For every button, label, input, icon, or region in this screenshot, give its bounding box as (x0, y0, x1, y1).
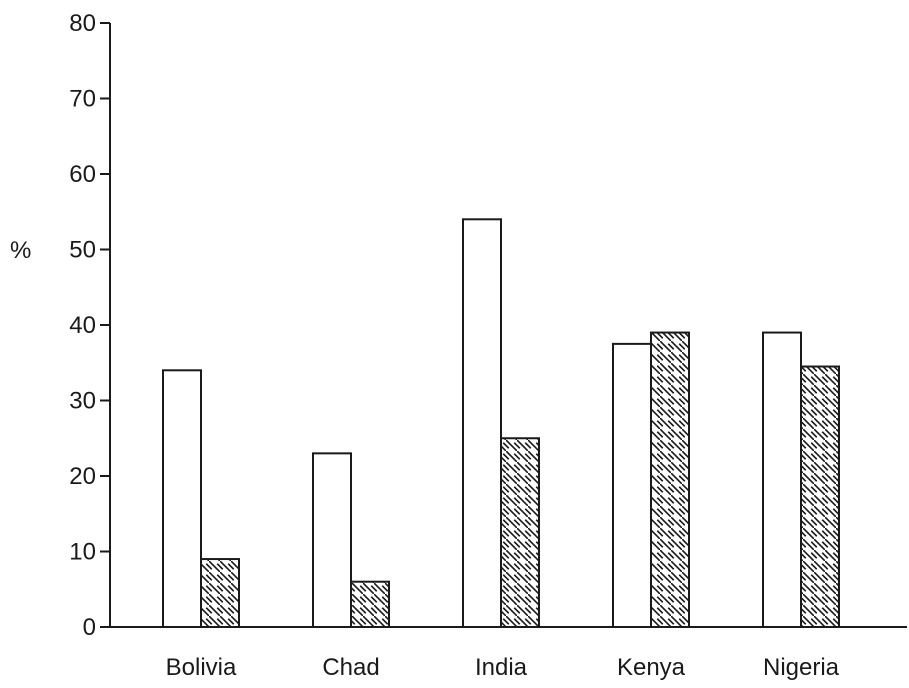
y-tick-label: 70 (69, 86, 96, 113)
bar-hatched (200, 558, 240, 628)
y-tick-label: 40 (69, 312, 96, 339)
bar-hatched (500, 437, 540, 628)
y-tick-label: 10 (69, 539, 96, 566)
y-axis-label: % (10, 237, 31, 264)
x-tick-label: Chad (322, 654, 379, 681)
bar-hatched (650, 331, 690, 628)
x-tick-label: Nigeria (763, 654, 840, 681)
x-tick-label: Kenya (617, 654, 686, 681)
bar-hatched (800, 365, 840, 628)
bars (162, 218, 840, 629)
bar-plain (312, 452, 352, 628)
bar-plain (462, 218, 502, 629)
bar-plain (162, 369, 202, 628)
y-tick-label: 0 (83, 614, 96, 641)
x-axis: Bolivia Chad India Kenya Nigeria (109, 626, 907, 681)
x-tick-label: Bolivia (166, 654, 237, 681)
bar-plain (612, 342, 652, 628)
y-tick-label: 50 (69, 237, 96, 264)
y-axis: 0 10 20 30 40 50 60 70 80 (69, 10, 111, 641)
bar-hatched (350, 580, 390, 629)
y-tick-label: 60 (69, 161, 96, 188)
x-tick-label: India (475, 654, 528, 681)
bar-plain (762, 331, 802, 628)
y-tick-label: 30 (69, 388, 96, 415)
y-tick-label: 20 (69, 463, 96, 490)
y-tick-label: 80 (69, 10, 96, 37)
